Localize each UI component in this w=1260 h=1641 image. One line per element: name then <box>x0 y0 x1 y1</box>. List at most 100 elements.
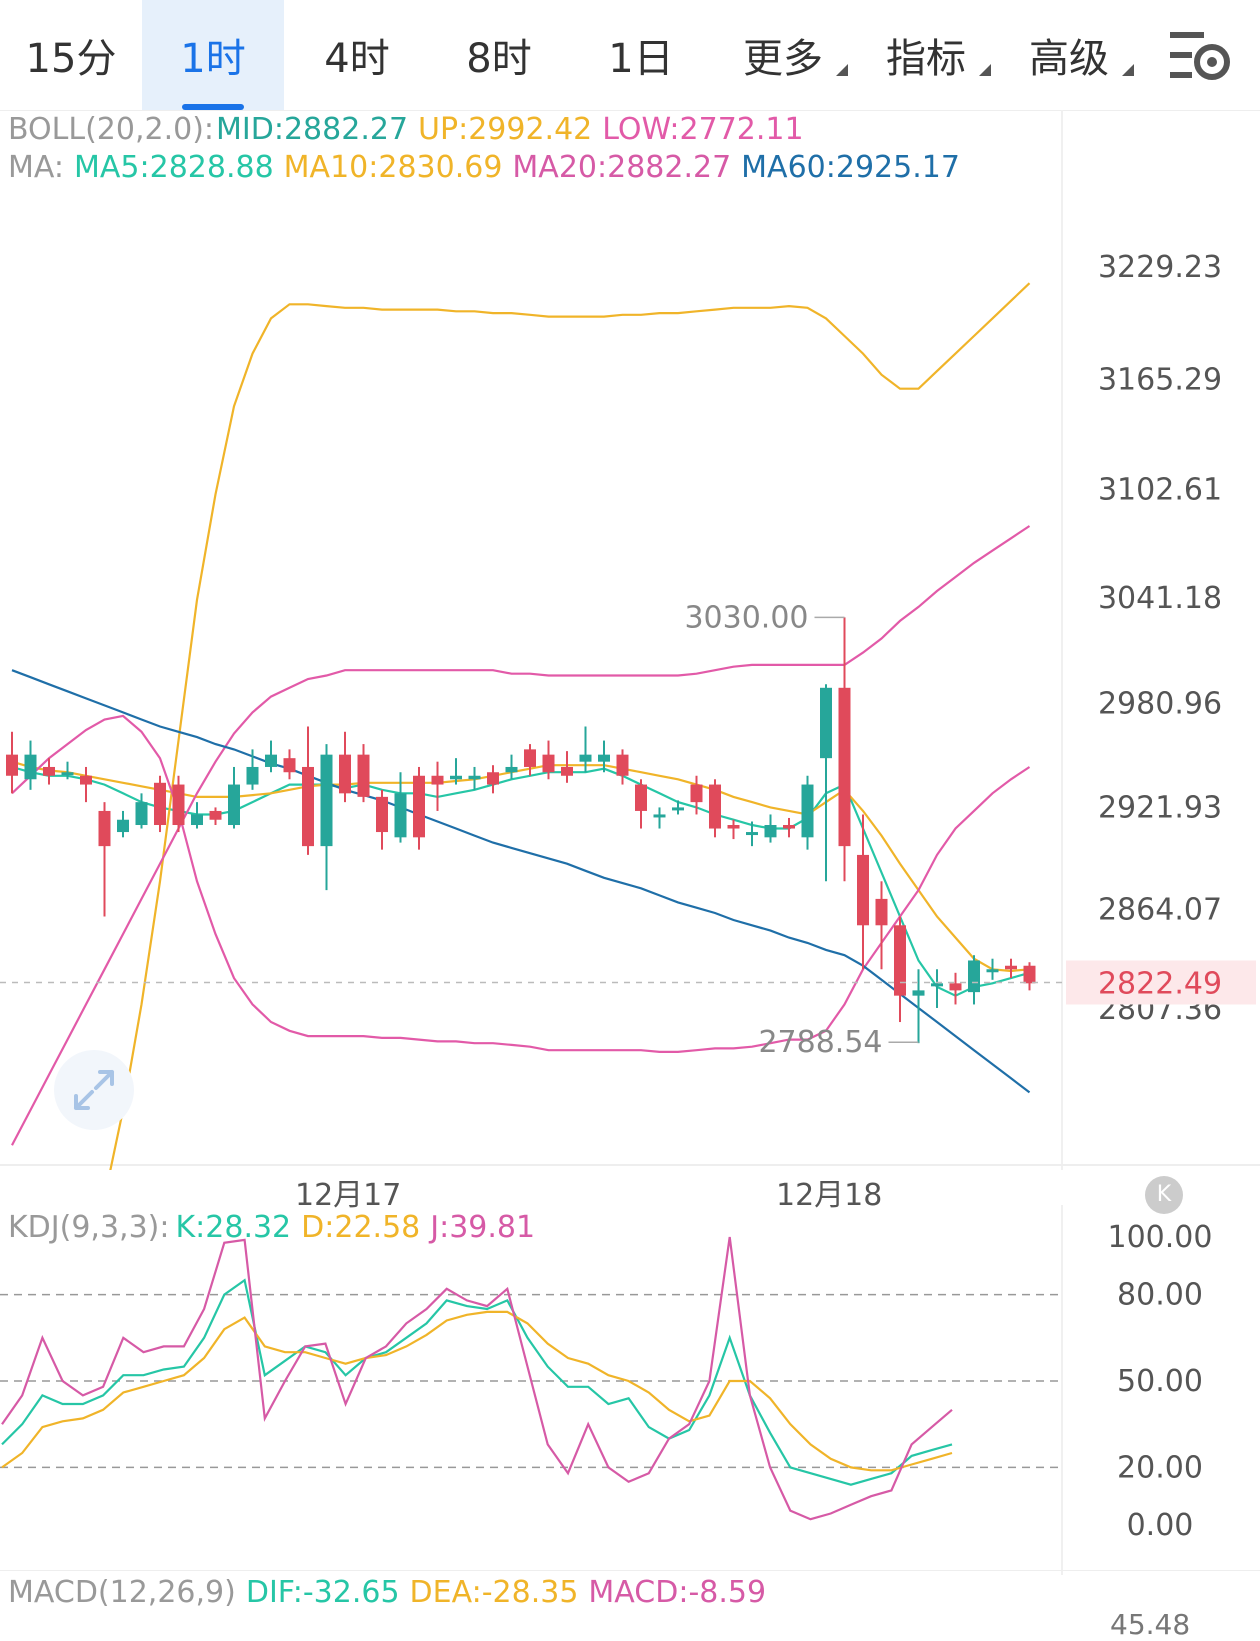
kdj-line-d <box>1 1310 953 1472</box>
kdj-chart[interactable]: 100.00 80.00 50.00 20.00 0.00 <box>0 1205 1260 1575</box>
kline-badge-icon[interactable]: K <box>1145 1176 1183 1214</box>
price-tick-label: 3041.18 <box>1098 581 1222 616</box>
tab-4[interactable]: 1日 <box>570 0 712 110</box>
series-line-boll_low <box>11 714 1031 1053</box>
candle <box>653 807 666 829</box>
candle-body <box>542 754 555 773</box>
candle-body <box>635 784 647 811</box>
candle <box>98 802 111 917</box>
kdj-line-k <box>1 1278 953 1486</box>
tab-label: 8时 <box>466 36 532 82</box>
tab-label: 1日 <box>608 36 674 82</box>
candle-body <box>283 758 296 773</box>
tab-6[interactable]: 指标 <box>855 0 997 110</box>
candle <box>450 758 462 785</box>
candle <box>339 731 351 803</box>
kdj-d-value: D:22.58 <box>301 1210 421 1245</box>
candle-body <box>246 766 259 785</box>
candle-body <box>154 782 166 826</box>
candle <box>709 779 721 838</box>
candle <box>561 751 573 783</box>
candle <box>968 955 980 1005</box>
tab-label: 4时 <box>324 36 390 82</box>
candle-body <box>450 775 462 780</box>
candle-body <box>783 825 795 829</box>
macd-legend-name: MACD(12,26,9) <box>8 1575 236 1610</box>
candle <box>283 749 296 780</box>
kdj-tick-label: 80.00 <box>1117 1278 1203 1313</box>
candle <box>80 766 92 803</box>
kdj-tick-label: 50.00 <box>1117 1364 1203 1399</box>
macd-dif-value: DIF:-32.65 <box>245 1575 400 1610</box>
candle <box>616 749 629 785</box>
tab-label: 1时 <box>180 36 246 82</box>
series-line-boll_up <box>109 282 1031 1170</box>
candle-body <box>912 990 925 996</box>
candle-body <box>394 793 407 838</box>
ma-legend-name: MA: <box>8 150 64 185</box>
candle <box>727 819 740 840</box>
price-tick-label: 3165.29 <box>1098 362 1222 397</box>
tab-1[interactable]: 1时 <box>142 0 284 110</box>
expand-icon[interactable] <box>54 1050 134 1130</box>
high-marker-label: 3030.00 <box>684 600 808 635</box>
candlestick-chart[interactable]: 3229.23 3165.29 3102.61 3041.18 2980.96 2921.… <box>0 110 1260 1170</box>
candle <box>598 740 610 773</box>
tab-label: 15分 <box>25 36 117 82</box>
candle <box>357 744 370 803</box>
dropdown-triangle-icon <box>1122 64 1134 76</box>
candle <box>6 731 18 794</box>
candle-body <box>598 754 610 762</box>
candle <box>505 754 518 780</box>
candle <box>487 765 499 794</box>
candle-body <box>616 754 629 776</box>
period-tab-bar: 15分 1时 4时 8时 1日 更多 指标 高级 <box>0 0 1260 111</box>
chart-settings-icon[interactable] <box>1168 28 1232 84</box>
candle <box>1005 958 1017 979</box>
candle <box>154 775 166 833</box>
candle-body <box>524 749 536 767</box>
candle-body <box>931 983 943 987</box>
candle <box>949 972 962 1005</box>
candle-body <box>339 754 351 794</box>
candle-body <box>320 754 333 847</box>
candle-body <box>820 687 832 759</box>
candle-body <box>209 810 222 820</box>
candle <box>24 740 37 790</box>
tab-2[interactable]: 4时 <box>286 0 428 110</box>
candle-body <box>302 766 314 847</box>
candle-body <box>413 775 425 838</box>
candle <box>931 969 943 1008</box>
tab-3[interactable]: 8时 <box>428 0 570 110</box>
kdj-k-value: K:28.32 <box>175 1210 292 1245</box>
tab-5[interactable]: 更多 <box>712 0 854 110</box>
macd-value: MACD:-8.59 <box>588 1575 767 1610</box>
price-tick-label: 2921.93 <box>1098 791 1222 826</box>
macd-legend: MACD(12,26,9) DIF:-32.65 DEA:-28.35 MACD:-8… <box>8 1575 776 1610</box>
candle <box>320 744 333 891</box>
candle <box>894 916 906 1023</box>
x-axis-label-date-1: 12月17 <box>295 1178 402 1213</box>
candle-body <box>838 687 851 847</box>
candle-body <box>709 784 721 829</box>
candle <box>228 766 240 829</box>
candle-body <box>801 784 814 838</box>
boll-legend-name: BOLL(20,2.0): <box>8 112 215 147</box>
x-axis-label-date-2: 12月18 <box>776 1178 883 1213</box>
tab-label: 更多 <box>743 36 823 82</box>
candle-body <box>986 969 999 973</box>
tab-0[interactable]: 15分 <box>0 0 142 110</box>
ma10-value: MA10:2830.69 <box>283 150 503 185</box>
candle <box>690 775 703 815</box>
candle-body <box>191 814 203 826</box>
candle <box>912 969 925 1044</box>
candle-body <box>117 819 129 833</box>
dropdown-triangle-icon <box>836 64 848 76</box>
ma20-value: MA20:2882.27 <box>512 150 732 185</box>
candle-body <box>949 983 962 991</box>
macd-dea-value: DEA:-28.35 <box>409 1575 579 1610</box>
candle-body <box>43 766 55 776</box>
candle-body <box>764 825 777 838</box>
candle <box>61 761 74 780</box>
tab-7[interactable]: 高级 <box>998 0 1140 110</box>
